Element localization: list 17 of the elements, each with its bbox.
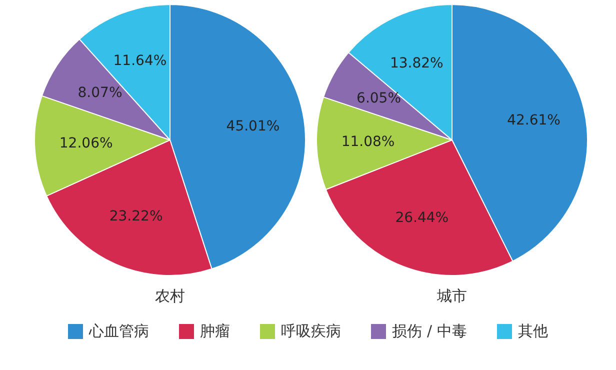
text: 农村 (155, 286, 185, 305)
data-label: 45.01% (226, 118, 280, 135)
data-label: 6.05% (356, 90, 402, 106)
data-label: 42.61% (507, 112, 560, 128)
data-label: 23.22% (109, 208, 163, 224)
data-label: 12.06% (59, 136, 113, 152)
text: 城市 (436, 286, 467, 305)
legend-label: 心血管病 (89, 322, 150, 341)
data-label: 11.64% (113, 53, 167, 70)
legend-label: 呼吸疾病 (281, 322, 342, 341)
data-label: 11.08% (341, 134, 395, 150)
legend-label: 其他 (518, 322, 548, 341)
legend-label: 肿瘤 (200, 322, 230, 341)
data-label: 13.82% (390, 55, 444, 72)
data-label: 8.07% (78, 85, 122, 102)
data-label: 26.44% (395, 210, 449, 226)
legend-label: 损伤 / 中毒 (392, 322, 467, 341)
